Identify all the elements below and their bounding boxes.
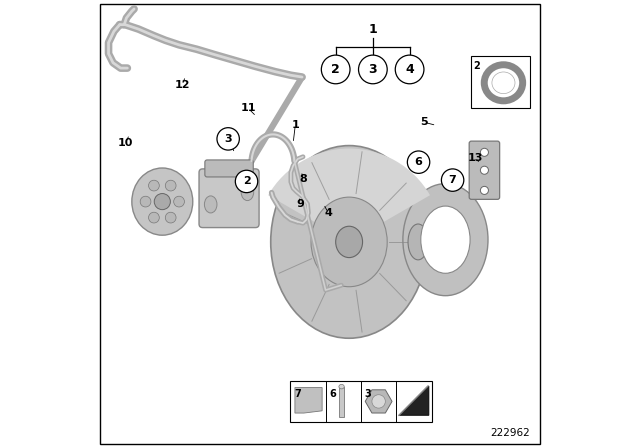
Polygon shape (365, 390, 392, 413)
Circle shape (217, 128, 239, 150)
Circle shape (321, 55, 350, 84)
Circle shape (173, 196, 184, 207)
Text: 13: 13 (467, 153, 483, 163)
Text: 5: 5 (420, 117, 428, 127)
Circle shape (236, 170, 258, 193)
Text: 7: 7 (294, 389, 301, 399)
Circle shape (154, 194, 170, 210)
Text: 2: 2 (332, 63, 340, 76)
Text: 2: 2 (474, 61, 481, 71)
FancyBboxPatch shape (205, 160, 253, 177)
Text: 12: 12 (174, 80, 190, 90)
Ellipse shape (335, 226, 362, 258)
Bar (339, 387, 344, 417)
Text: 3: 3 (365, 389, 371, 399)
Ellipse shape (271, 146, 428, 338)
Text: 1: 1 (291, 120, 300, 129)
Text: 4: 4 (405, 63, 414, 76)
Text: 1: 1 (369, 22, 377, 36)
Circle shape (442, 169, 464, 191)
Text: 6: 6 (415, 157, 422, 167)
Bar (472, 56, 530, 108)
Ellipse shape (132, 168, 193, 235)
Text: 7: 7 (449, 175, 456, 185)
FancyBboxPatch shape (469, 141, 500, 199)
Text: 4: 4 (324, 208, 332, 218)
Circle shape (481, 166, 488, 174)
Text: 11: 11 (241, 103, 256, 113)
Text: 3: 3 (369, 63, 377, 76)
Circle shape (148, 212, 159, 223)
Ellipse shape (421, 206, 470, 273)
Circle shape (165, 212, 176, 223)
Polygon shape (295, 388, 322, 413)
Ellipse shape (311, 197, 387, 287)
Text: 6: 6 (329, 389, 336, 399)
Circle shape (481, 186, 488, 194)
Ellipse shape (492, 72, 515, 94)
Ellipse shape (204, 196, 217, 213)
Wedge shape (268, 148, 430, 242)
Circle shape (358, 55, 387, 84)
FancyBboxPatch shape (199, 169, 259, 228)
Circle shape (372, 395, 385, 408)
Ellipse shape (241, 184, 253, 201)
Ellipse shape (408, 224, 428, 260)
Circle shape (165, 180, 176, 191)
Circle shape (396, 55, 424, 84)
Text: 10: 10 (117, 138, 133, 148)
Circle shape (407, 151, 430, 173)
Ellipse shape (339, 384, 344, 389)
Text: 3: 3 (225, 134, 232, 144)
Ellipse shape (403, 184, 488, 296)
Text: 9: 9 (296, 199, 304, 209)
Circle shape (148, 180, 159, 191)
Polygon shape (399, 386, 429, 415)
Text: 2: 2 (243, 177, 250, 186)
Bar (291, 381, 431, 422)
Text: 222962: 222962 (490, 428, 530, 438)
Circle shape (481, 148, 488, 156)
Circle shape (140, 196, 151, 207)
Text: 8: 8 (300, 174, 307, 184)
